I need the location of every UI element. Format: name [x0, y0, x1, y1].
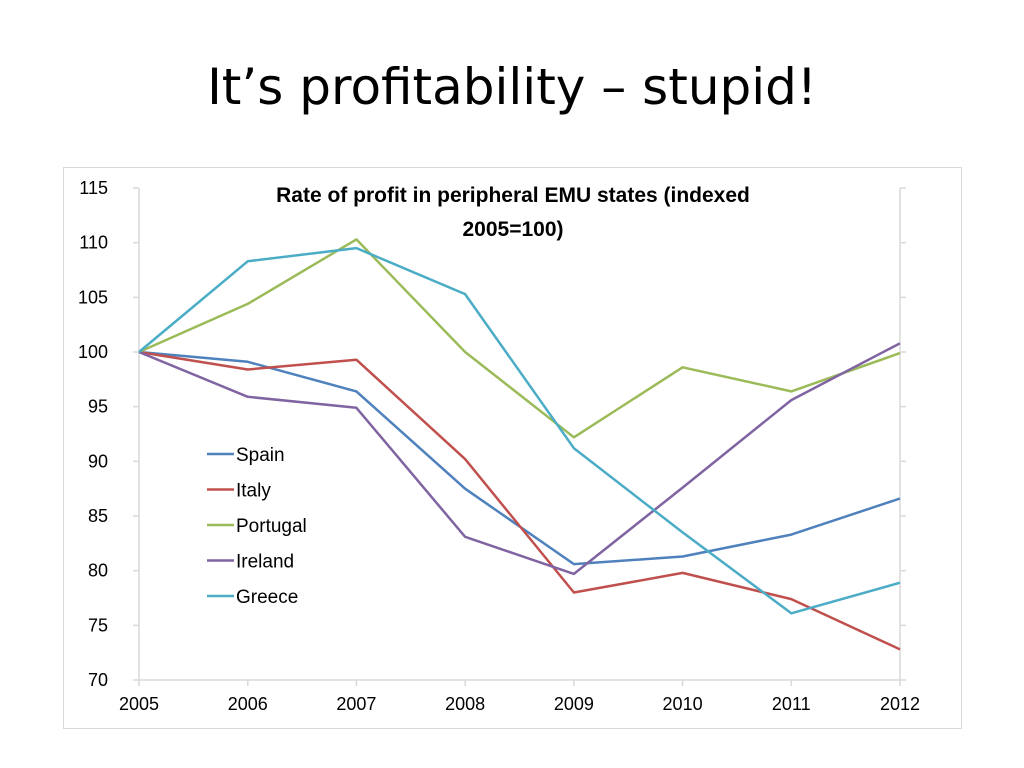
legend-label-italy: Italy	[236, 481, 271, 502]
chart-axes: 70 75 80 85 90 95 100 105 110 115 2005 2006 2007 2008…	[78, 178, 920, 714]
series-line-ireland	[138, 342, 901, 576]
x-tick-label: 2005	[119, 694, 159, 714]
series-line-italy	[138, 350, 901, 651]
y-tick-label: 115	[79, 178, 108, 198]
x-tick-label: 2006	[228, 694, 268, 714]
legend-label-portugal: Portugal	[236, 516, 307, 537]
legend-label-spain: Spain	[236, 445, 285, 466]
y-tick-label: 70	[88, 670, 108, 690]
y-tick-label: 95	[88, 397, 108, 417]
slide-title: It’s profitability – stupid!	[207, 58, 817, 116]
line-chart: 70 75 80 85 90 95 100 105 110 115 2005 2006 2007 2008…	[78, 178, 920, 714]
chart-title-line-1: Rate of profit in peripheral EMU states …	[276, 184, 750, 207]
chart-frame: 70 75 80 85 90 95 100 105 110 115 2005 2006 2007 2008…	[63, 167, 962, 729]
x-tick-label: 2011	[772, 694, 811, 714]
y-tick-label: 110	[79, 233, 108, 253]
legend-label-ireland: Ireland	[236, 552, 294, 573]
series-line-portugal	[138, 238, 901, 439]
chart-series	[138, 238, 901, 651]
series-line-greece	[138, 246, 901, 615]
legend-label-greece: Greece	[236, 587, 298, 608]
y-tick-label: 80	[88, 561, 108, 581]
y-tick-label: 105	[78, 287, 108, 307]
x-tick-label: 2012	[880, 694, 920, 714]
y-tick-label: 90	[88, 451, 108, 471]
x-tick-label: 2007	[336, 694, 376, 714]
chart-title-line-2: 2005=100)	[462, 218, 563, 241]
y-tick-label: 100	[78, 342, 108, 362]
x-tick-label: 2009	[554, 694, 594, 714]
x-tick-label: 2010	[663, 694, 703, 714]
y-tick-label: 75	[88, 615, 108, 635]
y-tick-label: 85	[88, 506, 108, 526]
x-tick-label: 2008	[445, 694, 485, 714]
chart-legend: Spain Italy Portugal Ireland Greece	[207, 445, 307, 608]
